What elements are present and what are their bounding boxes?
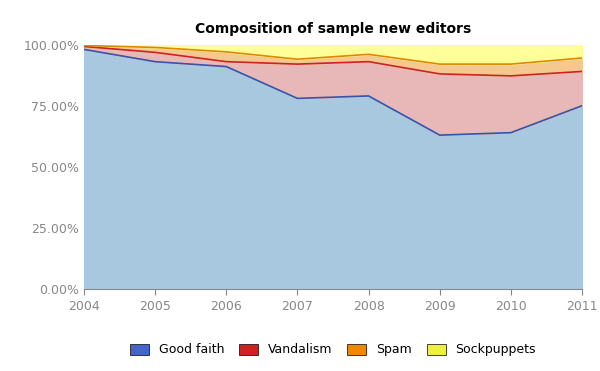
Legend: Good faith, Vandalism, Spam, Sockpuppets: Good faith, Vandalism, Spam, Sockpuppets — [125, 338, 541, 361]
Title: Composition of sample new editors: Composition of sample new editors — [195, 22, 471, 36]
